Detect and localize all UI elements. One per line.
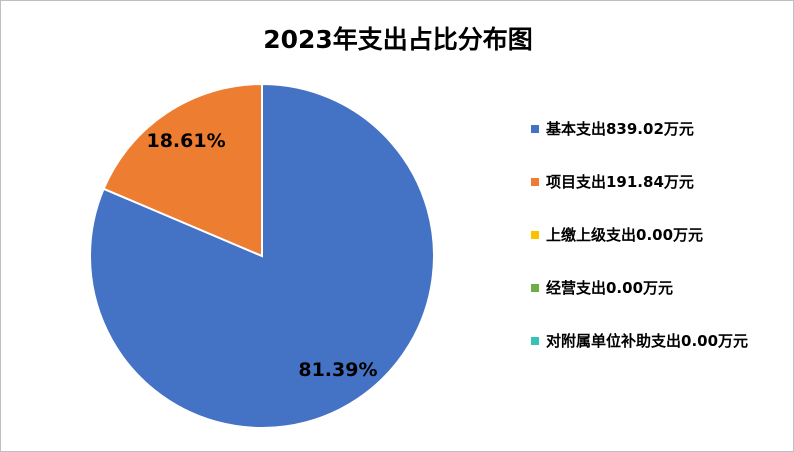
legend-label: 基本支出839.02万元 (546, 120, 694, 138)
data-label: 18.61% (146, 130, 225, 152)
legend-item: 项目支出191.84万元 (531, 172, 776, 192)
chart-title: 2023年支出占比分布图 (263, 25, 533, 54)
legend-label: 项目支出191.84万元 (546, 173, 694, 191)
legend-item: 上缴上级支出0.00万元 (531, 225, 776, 245)
legend-swatch (531, 178, 539, 186)
legend-label: 上缴上级支出0.00万元 (546, 226, 704, 244)
data-label: 81.39% (298, 359, 377, 381)
legend-swatch (531, 231, 539, 239)
legend: 基本支出839.02万元 项目支出191.84万元 上缴上级支出0.00万元 经营支出… (531, 119, 776, 384)
legend-swatch (531, 284, 539, 292)
legend-item: 对附属单位补助支出0.00万元 (531, 331, 776, 351)
legend-swatch (531, 125, 539, 133)
legend-label: 经营支出0.00万元 (546, 279, 674, 297)
legend-item: 经营支出0.00万元 (531, 278, 776, 298)
pie-slice (102, 82, 263, 258)
legend-swatch (531, 337, 539, 345)
legend-item: 基本支出839.02万元 (531, 119, 776, 139)
legend-label: 对附属单位补助支出0.00万元 (546, 332, 749, 350)
